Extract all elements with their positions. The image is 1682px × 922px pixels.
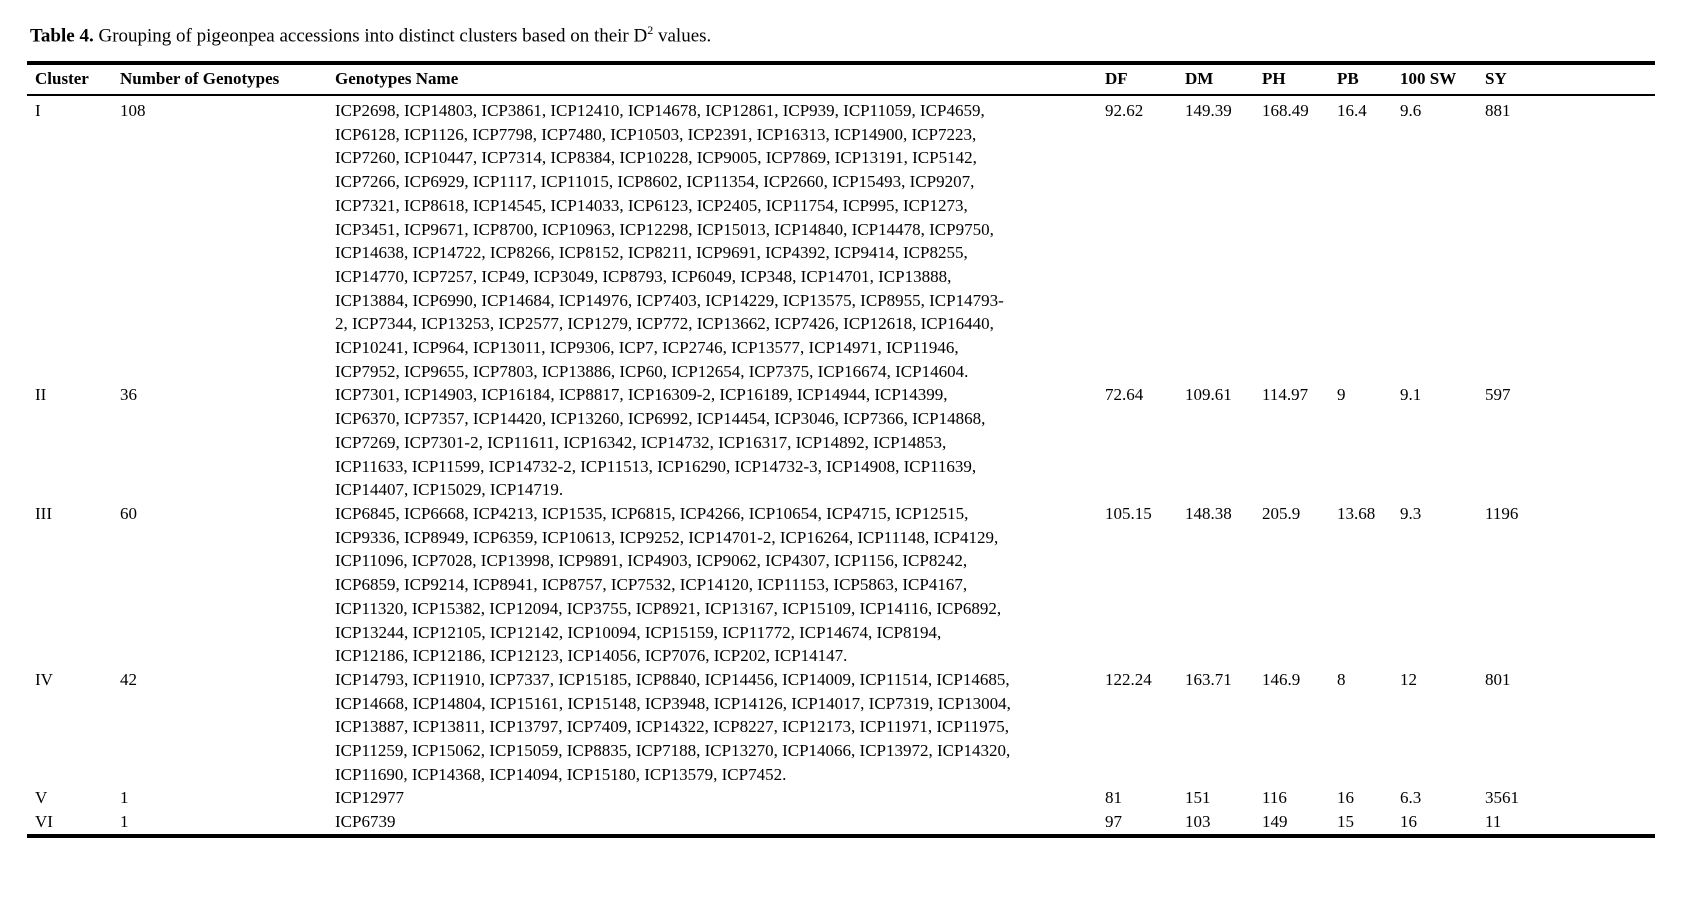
cell-dm: 109.61: [1185, 385, 1232, 405]
cell-sy: 881: [1485, 101, 1511, 121]
table-header: Cluster Number of Genotypes Genotypes Na…: [27, 63, 1655, 97]
cell-pb: 15: [1337, 812, 1354, 832]
cell-dm: 148.38: [1185, 503, 1232, 523]
table-row: II 36 ICP7301, ICP14903, ICP16184, ICP8817…: [27, 383, 1655, 502]
cell-count: 1: [120, 788, 129, 808]
cell-sy: 1196: [1485, 503, 1519, 523]
cell-sw100: 12: [1400, 669, 1417, 689]
cell-df: 92.62: [1105, 101, 1144, 121]
cell-genotypes: ICP6739: [335, 812, 396, 832]
cell-genotypes: ICP14793, ICP11910, ICP7337, ICP15185, I…: [335, 669, 1011, 784]
cell-ph: 116: [1262, 788, 1287, 808]
cell-pb: 9: [1337, 385, 1346, 405]
cell-sw100: 9.3: [1400, 503, 1422, 523]
cell-count: 1: [120, 812, 129, 832]
cell-pb: 13.68: [1337, 503, 1376, 523]
cell-ph: 114.97: [1262, 385, 1309, 405]
table-row: V 1 ICP12977 81 151 116 16 6.3 3561: [27, 786, 1655, 810]
cell-ph: 205.9: [1262, 503, 1301, 523]
cell-sw100: 16: [1400, 812, 1417, 832]
cell-ph: 146.9: [1262, 669, 1301, 689]
table-row: VI 1 ICP6739 97 103 149 15 16 11: [27, 810, 1655, 836]
cell-count: 36: [120, 385, 137, 405]
cell-sy: 801: [1485, 669, 1511, 689]
cell-cluster: II: [35, 385, 47, 405]
cell-count: 60: [120, 503, 137, 523]
table-row: I 108 ICP2698, ICP14803, ICP3861, ICP12410…: [27, 95, 1655, 383]
col-header-df: DF: [1097, 63, 1177, 97]
cell-genotypes: ICP6845, ICP6668, ICP4213, ICP1535, ICP6…: [335, 503, 1002, 666]
cell-pb: 8: [1337, 669, 1346, 689]
cell-count: 108: [120, 101, 146, 121]
table-caption-tail: values.: [653, 25, 712, 47]
col-header-sy: SY: [1477, 63, 1655, 97]
cell-dm: 103: [1185, 812, 1211, 832]
cell-dm: 149.39: [1185, 101, 1232, 121]
cell-df: 105.15: [1105, 503, 1152, 523]
col-header-cluster: Cluster: [27, 63, 112, 97]
cell-ph: 168.49: [1262, 101, 1309, 121]
cell-ph: 149: [1262, 812, 1288, 832]
cell-genotypes: ICP7301, ICP14903, ICP16184, ICP8817, IC…: [335, 385, 986, 500]
cluster-table: Cluster Number of Genotypes Genotypes Na…: [27, 61, 1655, 838]
col-header-genotypes-name: Genotypes Name: [327, 63, 1097, 97]
table-body: I 108 ICP2698, ICP14803, ICP3861, ICP12410…: [27, 95, 1655, 836]
cell-sy: 11: [1485, 812, 1502, 832]
cell-df: 97: [1105, 812, 1122, 832]
col-header-dm: DM: [1177, 63, 1254, 97]
cell-cluster: III: [35, 503, 52, 523]
col-header-pb: PB: [1329, 63, 1392, 97]
col-header-number-of-genotypes: Number of Genotypes: [112, 63, 327, 97]
table-caption-superscript: 2: [647, 23, 654, 37]
cell-sw100: 9.1: [1400, 385, 1422, 405]
cell-sy: 3561: [1485, 788, 1519, 808]
cell-genotypes: ICP12977: [335, 788, 404, 808]
cell-sw100: 9.6: [1400, 101, 1422, 121]
cell-sw100: 6.3: [1400, 788, 1422, 808]
cell-cluster: V: [35, 788, 48, 808]
table-row: III 60 ICP6845, ICP6668, ICP4213, ICP1535,…: [27, 502, 1655, 668]
cell-cluster: VI: [35, 812, 53, 832]
cell-pb: 16.4: [1337, 101, 1367, 121]
table-caption-text: Grouping of pigeonpea accessions into di…: [93, 25, 648, 47]
cell-pb: 16: [1337, 788, 1354, 808]
cell-count: 42: [120, 669, 137, 689]
cell-df: 122.24: [1105, 669, 1152, 689]
cell-cluster: IV: [35, 669, 53, 689]
cell-df: 81: [1105, 788, 1122, 808]
cell-sy: 597: [1485, 385, 1511, 405]
cell-genotypes: ICP2698, ICP14803, ICP3861, ICP12410, IC…: [335, 101, 1004, 381]
cell-df: 72.64: [1105, 385, 1144, 405]
table-row: IV 42 ICP14793, ICP11910, ICP7337, ICP1518…: [27, 668, 1655, 787]
cell-dm: 163.71: [1185, 669, 1232, 689]
col-header-100sw: 100 SW: [1392, 63, 1477, 97]
col-header-ph: PH: [1254, 63, 1329, 97]
table-caption: Table 4. Grouping of pigeonpea accession…: [30, 18, 1655, 48]
cell-cluster: I: [35, 101, 41, 121]
table-caption-label: Table 4.: [30, 25, 94, 47]
header-row: Cluster Number of Genotypes Genotypes Na…: [27, 63, 1655, 97]
cell-dm: 151: [1185, 788, 1211, 808]
